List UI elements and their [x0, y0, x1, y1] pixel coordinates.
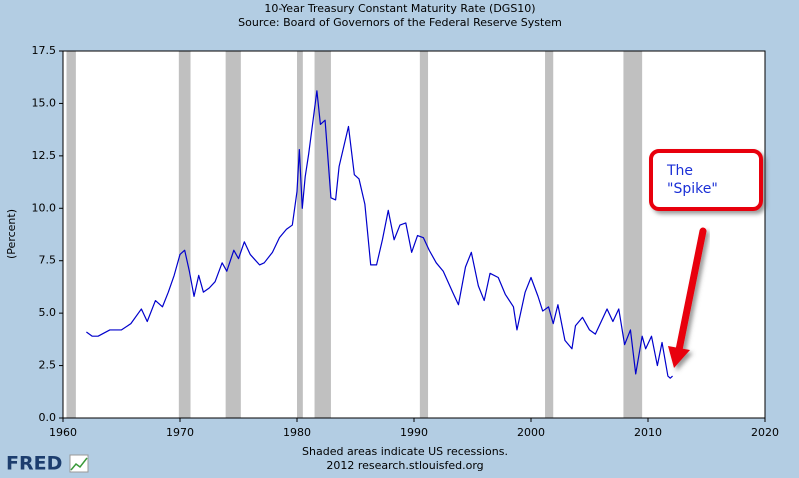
y-tick-label: 17.5 — [32, 44, 57, 57]
recession-band — [314, 51, 331, 418]
logo: FRED — [6, 453, 62, 475]
recession-band — [297, 51, 303, 418]
arrow-shaft — [675, 227, 707, 354]
x-tick-label: 1960 — [49, 426, 77, 439]
annotation-box — [649, 149, 763, 211]
recession-band — [66, 51, 76, 418]
footer: Shaded areas indicate US recessions. — [302, 445, 508, 458]
annotation-text: The — [666, 163, 693, 179]
x-tick-label: 2020 — [751, 426, 779, 439]
annotation-text: "Spike" — [667, 181, 718, 197]
x-tick-label: 1980 — [283, 426, 311, 439]
y-tick-label: 5.0 — [39, 306, 57, 319]
chart-subtitle: Source: Board of Governors of the Federa… — [238, 16, 562, 29]
x-tick-label: 1990 — [400, 426, 428, 439]
data-line — [86, 90, 673, 379]
x-tick-label: 2000 — [517, 426, 545, 439]
recession-band — [545, 51, 554, 418]
recession-band — [623, 51, 643, 418]
recession-band — [225, 51, 241, 418]
recession-band — [178, 51, 191, 418]
y-tick-label: 0.0 — [39, 411, 57, 424]
y-axis-label: (Percent) — [5, 209, 18, 259]
chart-title: 10-Year Treasury Constant Maturity Rate … — [264, 2, 535, 15]
arrow-head — [668, 346, 690, 368]
plot-area: 0.0 2.5 5.0 7.5 10.0 12.5 15.0 17.5 1960 1970 1980… — [32, 44, 780, 439]
plot-background — [63, 51, 765, 418]
x-tick-label: 1970 — [166, 426, 194, 439]
logo-icon — [70, 457, 88, 471]
plot-frame — [62, 50, 766, 419]
y-tick-label: 15.0 — [32, 96, 57, 109]
footer: 2012 research.stlouisfed.org — [326, 459, 483, 472]
logo-icon — [69, 454, 89, 473]
y-tick-label: 2.5 — [39, 359, 57, 372]
x-tick-label: 2010 — [634, 426, 662, 439]
y-tick-label: 7.5 — [39, 254, 57, 267]
recession-band — [419, 51, 429, 418]
y-tick-label: 12.5 — [32, 149, 57, 162]
y-tick-label: 10.0 — [32, 201, 57, 214]
annotation-arrow — [668, 227, 707, 368]
